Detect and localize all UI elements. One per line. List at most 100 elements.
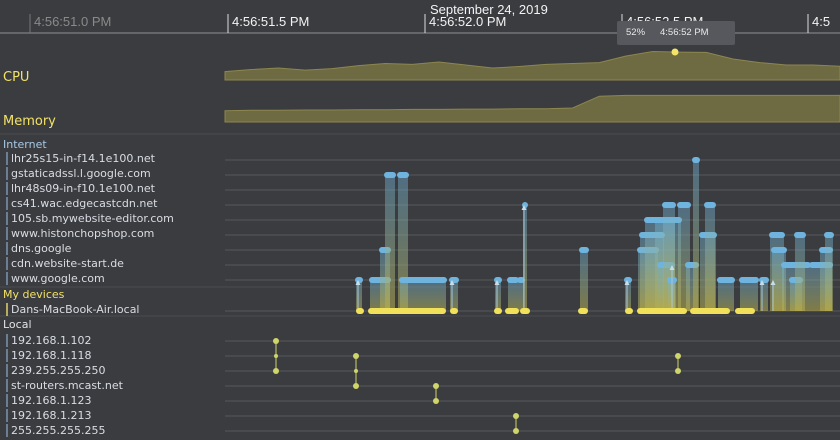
time-tick-4: 4:5 xyxy=(812,14,831,29)
local-node xyxy=(354,369,358,373)
cpu-area xyxy=(224,50,840,81)
connection-column xyxy=(356,280,362,311)
internet-host-label[interactable]: www.google.com xyxy=(6,272,105,285)
device-activity-bar xyxy=(494,308,502,314)
arrow-head xyxy=(494,280,500,285)
device-activity-bar xyxy=(735,308,755,314)
connection-column xyxy=(508,280,518,311)
device-activity-bar xyxy=(520,308,530,314)
local-host-label[interactable]: 192.168.1.102 xyxy=(6,334,91,347)
local-node xyxy=(433,383,439,389)
connection-column xyxy=(825,235,833,311)
connection-bar xyxy=(579,247,589,253)
local-host-label[interactable]: 255.255.255.255 xyxy=(6,424,105,437)
arrow-head xyxy=(759,280,765,285)
device-activity-bar xyxy=(625,308,633,314)
time-tick-2: 4:56:52.0 PM xyxy=(429,14,507,29)
device-activity-bar xyxy=(578,308,588,314)
connection-column xyxy=(495,280,501,311)
local-host-label[interactable]: 192.168.1.118 xyxy=(6,349,91,362)
connection-bar xyxy=(759,277,769,283)
device-label[interactable]: Dans-MacBook-Air.local xyxy=(6,303,140,316)
connection-column xyxy=(625,280,631,311)
connection-bar xyxy=(771,247,787,253)
local-node xyxy=(273,338,279,344)
device-activity-bar xyxy=(450,308,458,314)
local-node xyxy=(274,354,278,358)
internet-host-label[interactable]: gstaticadssl.l.google.com xyxy=(6,167,151,180)
local-host-label[interactable]: 192.168.1.213 xyxy=(6,409,91,422)
internet-host-label[interactable]: lhr48s09-in-f10.1e100.net xyxy=(6,182,155,195)
connection-column xyxy=(400,280,446,311)
hover-tooltip: 52% 4:56:52 PM xyxy=(617,21,735,45)
connection-column xyxy=(718,280,734,311)
section-local[interactable]: Local xyxy=(3,318,32,331)
cpu-label: CPU xyxy=(3,70,30,85)
local-node xyxy=(675,368,681,374)
connection-bar xyxy=(449,277,459,283)
arrow-head xyxy=(770,280,776,285)
internet-host-label[interactable]: cs41.wac.edgecastcdn.net xyxy=(6,197,157,210)
arrow-head xyxy=(449,280,455,285)
connection-column xyxy=(760,280,768,311)
local-node xyxy=(675,353,681,359)
memory-label: Memory xyxy=(3,114,56,129)
time-tick-0: 4:56:51.0 PM xyxy=(34,14,112,29)
local-host-label[interactable]: 192.168.1.123 xyxy=(6,394,91,407)
connection-bar xyxy=(677,202,691,208)
connection-bar xyxy=(739,277,759,283)
arrow-head xyxy=(521,205,527,210)
connection-column xyxy=(450,280,458,311)
local-host-label[interactable]: st-routers.mcast.net xyxy=(6,379,123,392)
connection-bar xyxy=(397,172,409,178)
local-node xyxy=(353,383,359,389)
timeline-date: September 24, 2019 xyxy=(430,2,548,17)
connection-bar xyxy=(769,232,785,238)
connection-column xyxy=(795,235,805,311)
connection-bar xyxy=(494,277,502,283)
connection-bar xyxy=(824,232,834,238)
connection-bar xyxy=(399,277,447,283)
cpu-hover-point xyxy=(671,48,679,56)
internet-host-label[interactable]: cdn.website-start.de xyxy=(6,257,124,270)
local-node xyxy=(353,353,359,359)
connection-bar xyxy=(794,232,806,238)
connection-column xyxy=(385,175,395,311)
device-activity-bar xyxy=(356,308,364,314)
internet-host-label[interactable]: www.histonchopshop.com xyxy=(6,227,154,240)
tooltip-time: 4:56:52 PM xyxy=(660,27,709,38)
device-activity-bar xyxy=(505,308,519,314)
arrow-head xyxy=(669,265,675,270)
memory-area xyxy=(224,94,840,123)
local-node xyxy=(273,368,279,374)
connection-bar xyxy=(662,202,676,208)
connection-column xyxy=(518,280,524,311)
section-internet[interactable]: Internet xyxy=(3,138,47,151)
arrow-head xyxy=(355,280,361,285)
connection-column xyxy=(580,250,588,311)
local-node xyxy=(513,413,519,419)
connection-column xyxy=(693,160,699,311)
time-tick-1: 4:56:51.5 PM xyxy=(232,14,310,29)
connection-bar xyxy=(355,277,363,283)
internet-host-label[interactable]: lhr25s15-in-f14.1e100.net xyxy=(6,152,155,165)
connection-column xyxy=(740,280,758,311)
arrow-head xyxy=(624,280,630,285)
connection-bar xyxy=(624,277,632,283)
internet-host-label[interactable]: dns.google xyxy=(6,242,71,255)
connection-bar xyxy=(692,157,700,163)
connection-bar xyxy=(384,172,396,178)
connection-column xyxy=(705,205,715,311)
connection-column xyxy=(398,175,408,311)
section-my-devices[interactable]: My devices xyxy=(3,288,65,301)
local-node xyxy=(513,428,519,434)
connection-bar xyxy=(507,277,519,283)
local-host-label[interactable]: 239.255.255.250 xyxy=(6,364,105,377)
internet-host-label[interactable]: 105.sb.mywebsite-editor.com xyxy=(6,212,174,225)
device-activity-bar xyxy=(637,308,687,314)
connection-column xyxy=(523,205,527,311)
local-node xyxy=(433,398,439,404)
device-activity-bar xyxy=(690,308,730,314)
